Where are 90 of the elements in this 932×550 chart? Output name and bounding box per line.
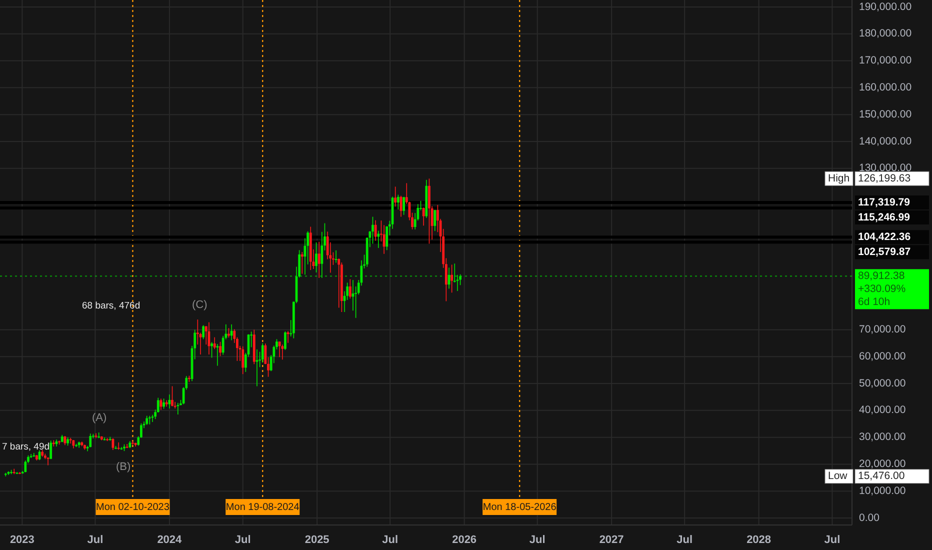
candlestick bbox=[338, 258, 340, 308]
y-tick-label: 180,000.00 bbox=[859, 28, 912, 40]
candlestick bbox=[242, 346, 244, 375]
candlestick bbox=[450, 264, 454, 294]
x-tick-label: 2028 bbox=[746, 534, 772, 546]
ref-line-label: 104,422.36 bbox=[858, 230, 911, 243]
candlestick bbox=[284, 330, 286, 350]
x-tick-label: Jul bbox=[676, 534, 693, 546]
candlestick bbox=[372, 216, 374, 244]
candlestick bbox=[394, 186, 397, 207]
y-tick-label: 170,000.00 bbox=[859, 54, 912, 67]
candlestick bbox=[216, 344, 219, 366]
candlestick bbox=[281, 344, 284, 360]
price-tag: 104,422.36 bbox=[855, 230, 929, 244]
candlestick bbox=[117, 442, 120, 450]
annotation: Low bbox=[828, 470, 848, 482]
ref-line-label: 117,319.79 bbox=[858, 196, 910, 208]
candlestick bbox=[50, 440, 52, 460]
candlestick bbox=[89, 433, 92, 448]
price-tag: 115,246.99 bbox=[855, 210, 929, 224]
candlestick bbox=[168, 394, 171, 409]
x-tick-label: 2023 bbox=[10, 534, 34, 546]
annotation: 7 bars, 49d bbox=[2, 442, 50, 453]
candlestick bbox=[162, 398, 165, 410]
x-tick-label: 2025 bbox=[304, 534, 330, 546]
price-tag: 102,579.87 bbox=[855, 245, 929, 260]
candlestick bbox=[318, 241, 320, 278]
y-tick-label: 20,000.00 bbox=[859, 458, 906, 470]
x-tick-label: Jul bbox=[824, 534, 840, 546]
y-tick-label: 190,000.00 bbox=[859, 0, 912, 13]
x-tick-label: 2027 bbox=[599, 534, 624, 546]
y-tick-label: 0.00 bbox=[859, 512, 880, 524]
candlestick bbox=[126, 444, 128, 448]
y-tick-label: 50,000.00 bbox=[859, 377, 906, 390]
candlestick bbox=[422, 207, 425, 226]
candlestick bbox=[4, 472, 7, 477]
candlestick bbox=[396, 194, 400, 210]
annotation: (B) bbox=[116, 460, 131, 473]
candlestick bbox=[261, 342, 264, 363]
candlestick bbox=[278, 341, 281, 358]
candlestick bbox=[315, 242, 318, 273]
price-tag: 126,199.63 bbox=[854, 171, 930, 186]
annotation: (C) bbox=[192, 298, 208, 311]
y-tick-label: 140,000.00 bbox=[859, 135, 912, 148]
x-tick-label: Jul bbox=[234, 534, 251, 546]
candlestick bbox=[146, 415, 148, 426]
price-tag: High bbox=[824, 171, 854, 186]
candlestick bbox=[176, 402, 180, 415]
annotation: (A) bbox=[92, 412, 107, 424]
candlestick bbox=[434, 209, 436, 232]
ref-line-label: 102,579.87 bbox=[858, 246, 911, 258]
annotation: 68 bars, 476d bbox=[82, 300, 140, 312]
y-tick-label: 10,000.00 bbox=[859, 484, 906, 497]
candlestick bbox=[377, 230, 380, 248]
x-tick-label: Jul bbox=[529, 534, 546, 546]
y-tick-label: 70,000.00 bbox=[859, 324, 906, 336]
y-tick-label: 160,000.00 bbox=[859, 81, 912, 94]
ref-line-label: 115,246.99 bbox=[858, 211, 910, 224]
x-tick-label: 2026 bbox=[452, 534, 477, 546]
x-tick-label: Jul bbox=[87, 534, 104, 546]
candlestick bbox=[428, 178, 430, 244]
annotation: High bbox=[828, 172, 850, 184]
candlestick bbox=[210, 342, 213, 358]
x-tick-label: Jul bbox=[382, 534, 398, 546]
y-tick-label: 150,000.00 bbox=[859, 108, 912, 120]
y-tick-label: 60,000.00 bbox=[859, 350, 906, 362]
price-tag: 117,319.79 bbox=[855, 195, 929, 210]
ref-line-label: Mon 02-10-2023 bbox=[96, 502, 170, 514]
ref-line-label: 89,912.38 +330.09% 6d 10h bbox=[858, 270, 906, 308]
price-tag: Low bbox=[824, 469, 854, 484]
candlestick bbox=[219, 341, 222, 356]
y-tick-label: 30,000.00 bbox=[859, 431, 906, 444]
candlestick bbox=[213, 336, 216, 350]
candlestick bbox=[300, 252, 304, 274]
price-tag: 15,476.00 bbox=[854, 469, 930, 484]
ref-line-label: Mon 18-05-2026 bbox=[482, 502, 557, 514]
candlestick bbox=[202, 324, 205, 340]
candlestick bbox=[64, 436, 66, 446]
y-tick-label: 40,000.00 bbox=[859, 404, 906, 416]
candlestick bbox=[374, 220, 377, 242]
price-tag: 89,912.38 +330.09% 6d 10h bbox=[855, 269, 929, 310]
candlestick bbox=[12, 468, 16, 475]
candlestick bbox=[230, 324, 233, 341]
ref-line-label: Mon 19-08-2024 bbox=[226, 502, 300, 514]
x-tick-label: 2024 bbox=[157, 534, 183, 546]
candlestick bbox=[108, 436, 112, 442]
candlestick bbox=[171, 386, 174, 407]
candlestick bbox=[32, 452, 36, 458]
candlestick bbox=[348, 278, 352, 299]
candlestick bbox=[402, 196, 406, 216]
